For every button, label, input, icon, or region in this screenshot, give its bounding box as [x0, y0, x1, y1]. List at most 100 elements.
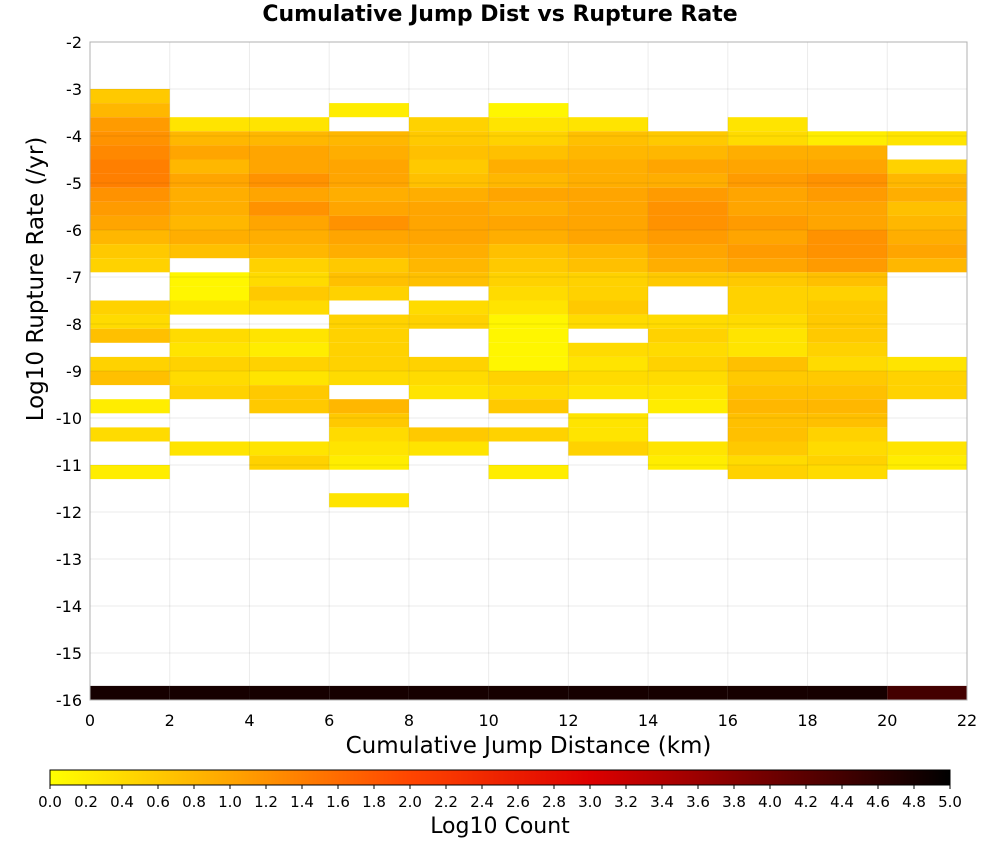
- y-tick-label: -13: [56, 550, 82, 569]
- heatmap-cell: [648, 272, 728, 287]
- heatmap-cell: [169, 272, 250, 287]
- heatmap-cell: [887, 244, 967, 259]
- x-tick-label: 12: [558, 711, 578, 730]
- heatmap-cell: [887, 201, 967, 216]
- heatmap-cell: [408, 215, 489, 230]
- heatmap-cell: [408, 117, 489, 132]
- heatmap-cell: [249, 399, 330, 414]
- colorbar-tick-label: 4.4: [830, 793, 854, 811]
- x-tick-label: 4: [244, 711, 254, 730]
- heatmap-cell: [807, 328, 888, 343]
- heatmap-cell: [169, 159, 250, 174]
- colorbar-tick-label: 0.4: [110, 793, 134, 811]
- heatmap-cell: [329, 427, 409, 442]
- heatmap-cell: [807, 244, 888, 259]
- heatmap-cell: [727, 272, 808, 287]
- heatmap-cell: [90, 103, 170, 118]
- heatmap-cell: [408, 371, 489, 386]
- heatmap-cell: [90, 89, 170, 104]
- colorbar-tick-label: 4.8: [902, 793, 926, 811]
- heatmap-cell: [408, 159, 489, 174]
- colorbar-tick-label: 1.4: [290, 793, 314, 811]
- heatmap-cell: [488, 187, 569, 202]
- heatmap-cell: [727, 342, 808, 357]
- heatmap-cell: [329, 441, 409, 456]
- heatmap-cell: [408, 173, 489, 188]
- heatmap-cell: [807, 342, 888, 357]
- heatmap-cell: [408, 685, 489, 700]
- heatmap-cell: [648, 371, 728, 386]
- colorbar-tick-label: 0.6: [146, 793, 170, 811]
- x-tick-label: 20: [877, 711, 897, 730]
- heatmap-cell: [568, 159, 649, 174]
- heatmap-cell: [169, 201, 250, 216]
- heatmap-cell: [329, 230, 409, 245]
- heatmap-cell: [169, 215, 250, 230]
- heatmap-cell: [169, 356, 250, 371]
- heatmap-cell: [249, 385, 330, 400]
- heatmap-cell: [648, 356, 728, 371]
- heatmap-cell: [648, 314, 728, 329]
- heatmap-cell: [169, 441, 250, 456]
- heatmap-cell: [568, 258, 649, 273]
- heatmap-cell: [488, 371, 569, 386]
- heatmap-cell: [727, 427, 808, 442]
- heatmap-cell: [329, 342, 409, 357]
- heatmap-cell: [807, 385, 888, 400]
- heatmap-cell: [807, 272, 888, 287]
- y-tick-label: -15: [56, 644, 82, 663]
- heatmap-cell: [90, 258, 170, 273]
- heatmap-cell: [807, 230, 888, 245]
- y-tick-label: -10: [56, 409, 82, 428]
- heatmap-cell: [408, 441, 489, 456]
- heatmap-cell: [727, 286, 808, 301]
- heatmap-cell: [727, 201, 808, 216]
- heatmap-cell: [329, 131, 409, 146]
- heatmap-cell: [90, 465, 170, 480]
- heatmap-cell: [807, 441, 888, 456]
- colorbar-tick-label: 3.8: [722, 793, 746, 811]
- heatmap-cell: [807, 215, 888, 230]
- heatmap-cell: [408, 131, 489, 146]
- colorbar-tick-label: 2.4: [470, 793, 494, 811]
- colorbar-tick-label: 1.2: [254, 793, 278, 811]
- heatmap-cell: [329, 244, 409, 259]
- heatmap-cell: [568, 131, 649, 146]
- heatmap-cell: [249, 371, 330, 386]
- heatmap-cell: [807, 399, 888, 414]
- y-tick-label: -3: [66, 80, 82, 99]
- heatmap-cell: [887, 685, 967, 700]
- colorbar-tick-label: 4.2: [794, 793, 818, 811]
- heatmap-cell: [169, 187, 250, 202]
- heatmap-cell: [249, 230, 330, 245]
- colorbar: [49, 769, 951, 786]
- heatmap-cell: [648, 159, 728, 174]
- heatmap-cell: [887, 173, 967, 188]
- heatmap-cell: [249, 244, 330, 259]
- heatmap-cell: [807, 300, 888, 315]
- heatmap-cell: [887, 215, 967, 230]
- heatmap-cell: [568, 314, 649, 329]
- heatmap-cell: [807, 314, 888, 329]
- x-tick-label: 2: [165, 711, 175, 730]
- x-tick-label: 22: [957, 711, 977, 730]
- heatmap-cell: [329, 413, 409, 428]
- colorbar-tick-label: 2.0: [398, 793, 422, 811]
- heatmap-cell: [90, 230, 170, 245]
- colorbar-tick-label: 1.8: [362, 793, 386, 811]
- x-tick-label: 6: [324, 711, 334, 730]
- heatmap-cell: [408, 356, 489, 371]
- heatmap-cell: [169, 286, 250, 301]
- heatmap-cell: [727, 230, 808, 245]
- heatmap-cell: [90, 371, 170, 386]
- heatmap-cell: [249, 145, 330, 160]
- colorbar-tick-label: 0.8: [182, 793, 206, 811]
- heatmap-cell: [90, 131, 170, 146]
- heatmap-cell: [249, 455, 330, 470]
- heatmap-cell: [568, 117, 649, 132]
- y-tick-label: -2: [66, 33, 82, 52]
- heatmap-cell: [807, 356, 888, 371]
- x-tick-label: 16: [718, 711, 738, 730]
- heatmap-cell: [807, 685, 888, 700]
- heatmap-cell: [329, 103, 409, 118]
